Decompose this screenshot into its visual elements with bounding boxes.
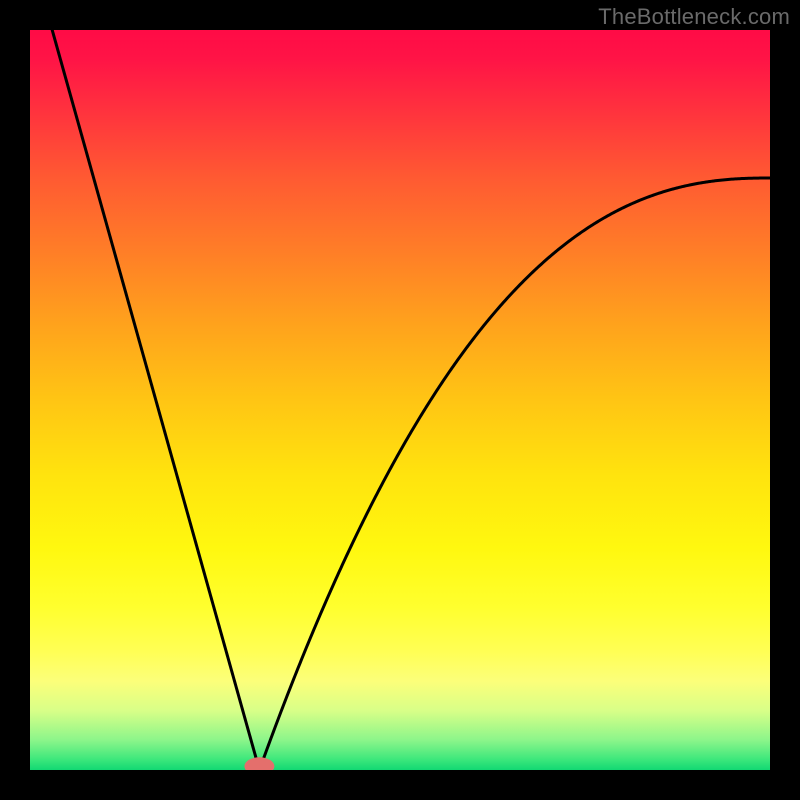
bottleneck-curve-chart: [30, 30, 770, 770]
chart-background: [30, 30, 770, 770]
chart-plot-area: [30, 30, 770, 770]
watermark-text: TheBottleneck.com: [598, 4, 790, 30]
